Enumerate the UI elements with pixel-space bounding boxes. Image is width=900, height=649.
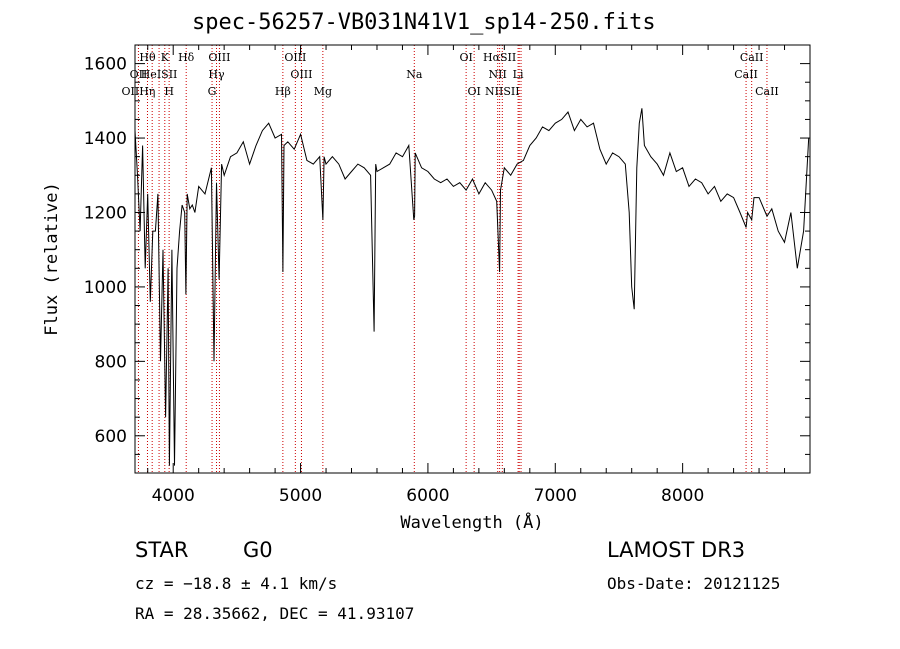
spectral-line-label: OI [459, 51, 472, 64]
emission-line-markers [137, 45, 768, 473]
survey-name: LAMOST DR3 [607, 538, 746, 562]
spectral-line-label: Li [513, 68, 524, 81]
x-tick-label: 8000 [661, 486, 704, 506]
spectral-line-label: Hδ [178, 51, 195, 64]
spectral-line-label: CaII [755, 85, 779, 98]
spectral-line-label: OIII [284, 51, 306, 64]
spectral-line-label: Hθ [139, 51, 156, 64]
spectral-line-label: K [161, 51, 170, 64]
x-tick-label: 4000 [152, 486, 195, 506]
spectral-line-label: OIIHη [121, 85, 155, 98]
redshift-cz: cz = −18.8 ± 4.1 km/s [135, 574, 338, 593]
chart-title: spec-56257-VB031N41V1_sp14-250.fits [192, 10, 656, 35]
object-subclass: G0 [243, 538, 273, 562]
spectrum-line [134, 108, 810, 466]
spectral-line-label: CaII [734, 68, 758, 81]
x-axis-label: Wavelength (Å) [400, 511, 543, 533]
y-tick-label: 1000 [84, 278, 127, 298]
spectral-line-label: HeISII [141, 68, 178, 81]
plot-frame [134, 44, 811, 474]
spectral-line-label: HαSII [483, 51, 516, 64]
spectral-line-label: NIISII [485, 85, 520, 98]
y-tick-label: 600 [95, 427, 127, 447]
coordinates: RA = 28.35662, DEC = 41.93107 [135, 604, 415, 623]
spectral-line-label: OIII [208, 51, 230, 64]
spectral-line-label: Mg [314, 85, 332, 98]
observation-date: Obs-Date: 20121125 [607, 574, 781, 593]
spectral-line-label: OIII [290, 68, 312, 81]
spectral-line-label: Na [406, 68, 423, 81]
object-class: STAR [135, 538, 189, 562]
spectral-line-label: OII [130, 68, 148, 81]
spectral-line-label: CaII [740, 51, 764, 64]
tick-labels: 4000 5000 6000 7000 8000 600 800 1000 1200 1400 16… [84, 55, 705, 506]
spectrum-series [134, 108, 810, 466]
axis-ticks [135, 44, 810, 473]
x-tick-label: 5000 [279, 486, 322, 506]
y-tick-label: 1200 [84, 203, 127, 223]
spectral-line-label: OI [467, 85, 480, 98]
y-tick-label: 800 [95, 352, 127, 372]
x-tick-label: 7000 [534, 486, 577, 506]
x-tick-label: 6000 [406, 486, 449, 506]
y-tick-label: 1400 [84, 129, 127, 149]
spectral-line-label: H [164, 85, 174, 98]
spectral-line-label: NII [489, 68, 507, 81]
spectral-line-label: Hβ [275, 85, 291, 98]
spectral-line-label: Hγ [208, 68, 225, 81]
spectral-line-label: G [208, 85, 217, 98]
y-axis-label: Flux (relative) [42, 182, 62, 336]
y-tick-label: 1600 [84, 55, 127, 75]
